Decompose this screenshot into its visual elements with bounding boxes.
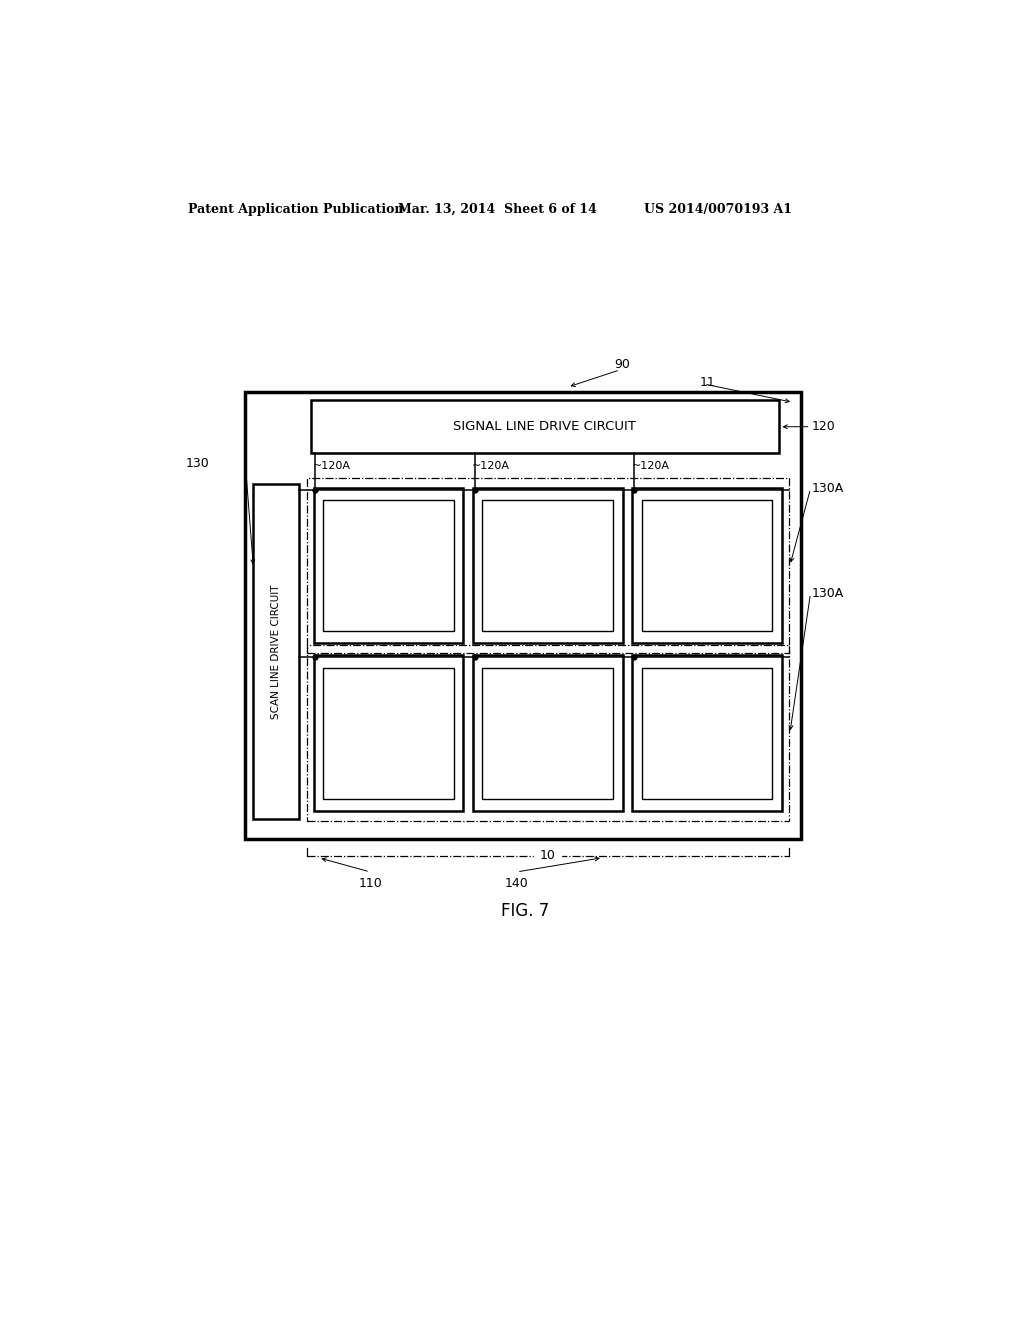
Text: 120: 120 — [812, 420, 836, 433]
Bar — [482, 500, 613, 631]
Bar — [473, 656, 623, 810]
Text: US 2014/0070193 A1: US 2014/0070193 A1 — [644, 203, 792, 216]
Bar — [632, 656, 782, 810]
Bar — [632, 487, 782, 643]
Text: 10: 10 — [540, 849, 556, 862]
Text: 10: 10 — [539, 558, 557, 573]
Bar — [313, 656, 464, 810]
Text: ~120A: ~120A — [472, 462, 510, 471]
Bar — [473, 487, 623, 643]
Text: SIGNAL LINE DRIVE CIRCUIT: SIGNAL LINE DRIVE CIRCUIT — [454, 420, 636, 433]
Text: Patent Application Publication: Patent Application Publication — [187, 203, 403, 216]
Text: SCAN LINE DRIVE CIRCUIT: SCAN LINE DRIVE CIRCUIT — [271, 585, 282, 718]
Bar — [482, 668, 613, 799]
Bar — [324, 668, 454, 799]
Text: 11: 11 — [699, 375, 715, 388]
Bar — [306, 645, 790, 821]
Bar — [642, 668, 772, 799]
Text: 90: 90 — [614, 358, 631, 371]
Bar — [324, 500, 454, 631]
Text: 140: 140 — [505, 876, 528, 890]
Text: ~120A: ~120A — [313, 462, 351, 471]
Text: 130: 130 — [186, 457, 210, 470]
Text: 10: 10 — [697, 726, 717, 741]
Text: 130A: 130A — [812, 482, 845, 495]
Text: 10: 10 — [379, 726, 398, 741]
Bar — [310, 400, 778, 453]
Bar — [306, 478, 790, 653]
Text: 10: 10 — [539, 726, 557, 741]
Text: ~120A: ~120A — [632, 462, 670, 471]
Bar — [246, 392, 801, 840]
Text: Mar. 13, 2014  Sheet 6 of 14: Mar. 13, 2014 Sheet 6 of 14 — [397, 203, 597, 216]
Text: 10: 10 — [379, 558, 398, 573]
Text: FIG. 7: FIG. 7 — [501, 903, 549, 920]
Bar — [313, 487, 464, 643]
Text: 130A: 130A — [812, 587, 845, 599]
Bar — [253, 483, 299, 818]
Text: 10: 10 — [697, 558, 717, 573]
Text: 110: 110 — [358, 876, 382, 890]
Bar — [642, 500, 772, 631]
